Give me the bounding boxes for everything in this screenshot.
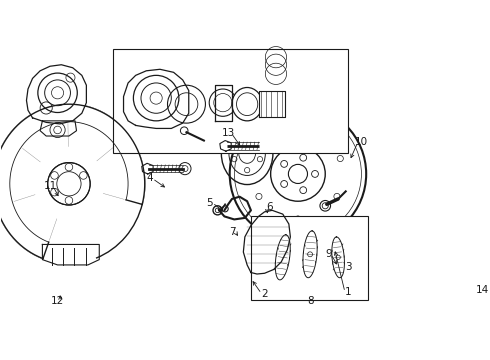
Text: 13: 13 [221,128,235,138]
Polygon shape [215,85,232,121]
Text: 11: 11 [43,181,57,191]
Text: 7: 7 [229,226,235,237]
Polygon shape [275,235,290,280]
Ellipse shape [232,87,262,121]
Polygon shape [220,140,231,151]
Text: 9: 9 [325,249,332,259]
Text: 12: 12 [51,296,64,306]
Polygon shape [259,90,285,117]
Polygon shape [40,121,76,136]
Text: 14: 14 [476,285,489,295]
Polygon shape [43,244,99,265]
Text: 5: 5 [206,198,213,208]
Text: 4: 4 [146,174,152,184]
Text: 10: 10 [354,137,368,147]
Bar [251,216,368,300]
Text: 1: 1 [344,287,351,297]
Polygon shape [142,163,153,174]
Text: 3: 3 [344,262,351,272]
Polygon shape [244,210,291,274]
Polygon shape [303,231,317,278]
Polygon shape [26,65,86,124]
Text: 6: 6 [267,202,273,212]
Bar [113,49,348,153]
Circle shape [48,163,90,205]
Polygon shape [123,69,189,129]
Polygon shape [0,104,145,258]
Text: 2: 2 [261,289,268,299]
Polygon shape [332,237,344,278]
Text: 8: 8 [307,296,314,306]
